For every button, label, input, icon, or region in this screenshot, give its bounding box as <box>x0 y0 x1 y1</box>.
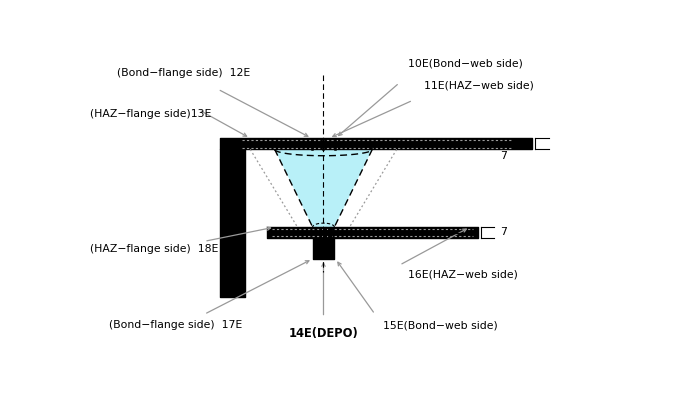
Text: 15E(Bond−web side): 15E(Bond−web side) <box>383 320 498 330</box>
Text: 16E(HAZ−web side): 16E(HAZ−web side) <box>407 269 517 279</box>
Ellipse shape <box>274 143 372 156</box>
Text: 11E(HAZ−web side): 11E(HAZ−web side) <box>424 81 533 91</box>
Text: 14E(DEPO): 14E(DEPO) <box>288 327 358 340</box>
Ellipse shape <box>313 223 335 231</box>
Text: 7: 7 <box>500 227 507 237</box>
Text: (Bond−flange side)  12E: (Bond−flange side) 12E <box>118 68 251 78</box>
Text: 10E(Bond−web side): 10E(Bond−web side) <box>407 59 522 68</box>
Text: (HAZ−flange side)  18E: (HAZ−flange side) 18E <box>90 244 218 254</box>
Text: (Bond−flange side)  17E: (Bond−flange side) 17E <box>109 320 242 330</box>
Text: 7: 7 <box>500 151 507 161</box>
Polygon shape <box>274 150 372 227</box>
Text: (HAZ−flange side)13E: (HAZ−flange side)13E <box>90 109 211 119</box>
